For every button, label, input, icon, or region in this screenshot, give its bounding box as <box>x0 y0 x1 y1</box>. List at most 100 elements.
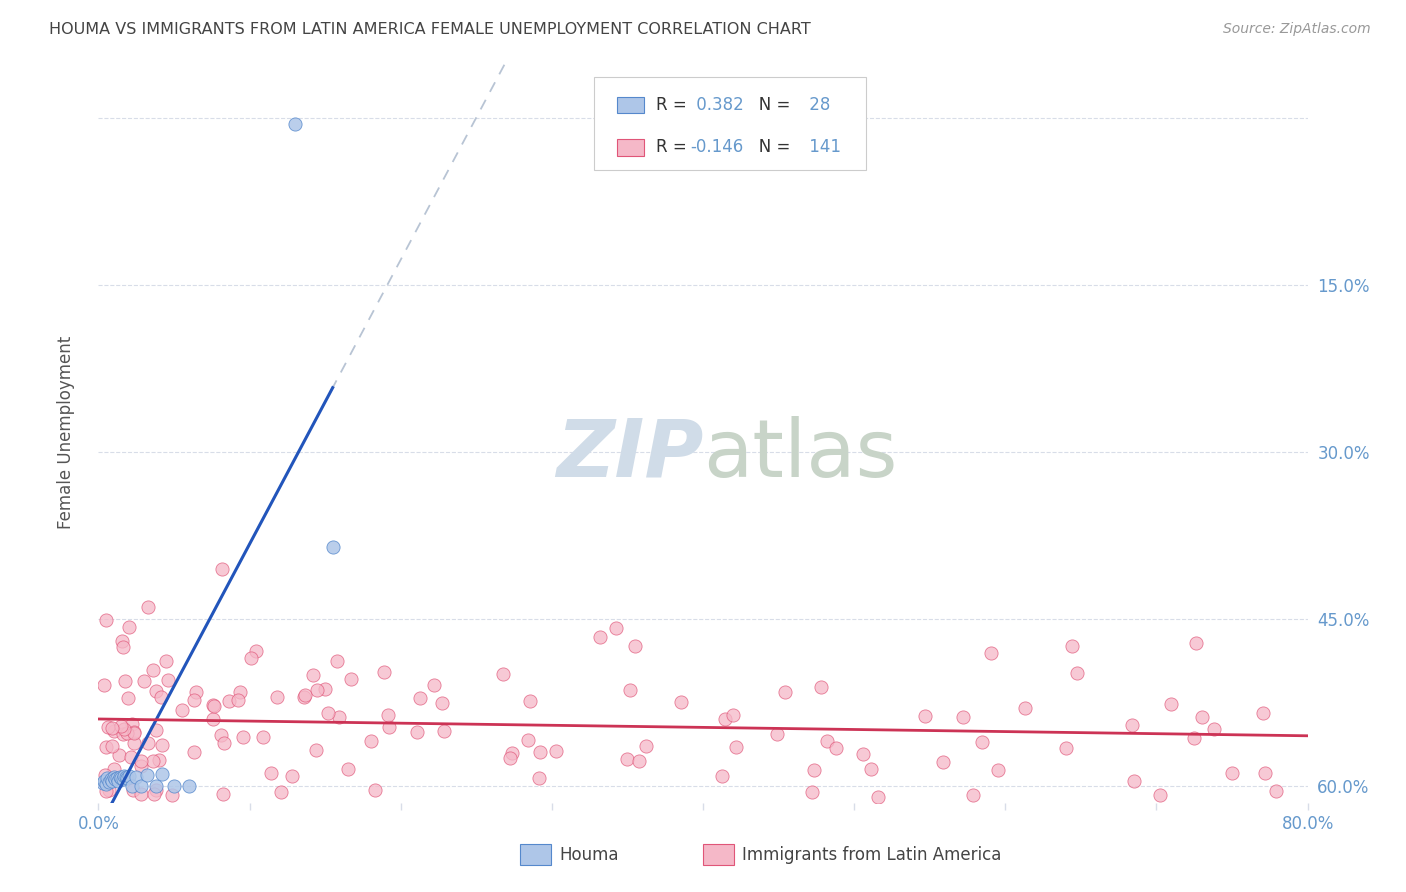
Point <box>122 726 145 740</box>
Point <box>103 763 125 777</box>
Point <box>121 783 143 797</box>
Point <box>98 774 121 789</box>
Point <box>129 754 152 768</box>
Point <box>252 731 274 745</box>
Point <box>501 746 523 760</box>
Point <box>231 730 253 744</box>
Y-axis label: Female Unemployment: Female Unemployment <box>56 336 75 529</box>
Point <box>170 703 193 717</box>
Point <box>1121 717 1143 731</box>
Point <box>121 717 143 731</box>
Point <box>373 665 395 680</box>
Text: R =: R = <box>655 95 692 114</box>
Point <box>118 769 141 783</box>
Point <box>803 764 825 778</box>
Point <box>211 562 233 576</box>
Point <box>322 540 344 554</box>
Point <box>378 720 401 734</box>
Point <box>118 620 141 634</box>
Point <box>114 770 136 784</box>
Point <box>851 747 873 761</box>
Point <box>103 724 125 739</box>
Point <box>201 712 224 726</box>
Text: N =: N = <box>742 95 796 114</box>
Point <box>1251 706 1274 721</box>
Point <box>284 117 307 131</box>
Point <box>122 725 145 739</box>
Point <box>143 787 166 801</box>
Point <box>108 770 131 784</box>
Point <box>104 772 127 787</box>
Point <box>218 694 240 708</box>
Point <box>1014 701 1036 715</box>
Point <box>281 769 304 783</box>
Point <box>111 772 134 787</box>
Point <box>162 788 184 802</box>
Point <box>145 779 167 793</box>
Point <box>914 709 936 723</box>
Point <box>239 651 262 665</box>
Point <box>209 727 232 741</box>
Point <box>117 690 139 705</box>
Point <box>423 678 446 692</box>
Point <box>499 751 522 765</box>
Point <box>135 768 157 782</box>
Point <box>669 695 692 709</box>
Point <box>292 690 315 704</box>
Point <box>145 684 167 698</box>
Point <box>1202 722 1225 736</box>
Point <box>710 769 733 783</box>
Point <box>179 779 201 793</box>
Point <box>96 613 118 627</box>
Point <box>301 668 323 682</box>
Point <box>1191 710 1213 724</box>
Point <box>121 779 143 793</box>
Point <box>1182 731 1205 746</box>
Point <box>987 763 1010 777</box>
Point <box>868 789 890 804</box>
Point <box>228 684 250 698</box>
Point <box>183 745 205 759</box>
Point <box>94 777 117 791</box>
Point <box>184 685 207 699</box>
Point <box>328 709 350 723</box>
Text: Houma: Houma <box>560 846 619 863</box>
Point <box>212 787 235 801</box>
Point <box>980 646 1002 660</box>
Text: Source: ZipAtlas.com: Source: ZipAtlas.com <box>1223 22 1371 37</box>
Point <box>259 766 281 780</box>
Point <box>101 739 124 753</box>
Point <box>339 672 361 686</box>
Text: ZIP: ZIP <box>555 416 703 494</box>
Text: -0.146: -0.146 <box>690 138 744 156</box>
Point <box>125 770 148 784</box>
Point <box>136 736 159 750</box>
Point <box>142 663 165 677</box>
Point <box>266 690 288 705</box>
Point <box>145 782 167 797</box>
Point <box>97 720 120 734</box>
Point <box>112 769 135 783</box>
Point <box>107 773 129 788</box>
Point <box>245 644 267 658</box>
Point <box>1185 636 1208 650</box>
Point <box>589 630 612 644</box>
Point <box>93 678 115 692</box>
Point <box>142 754 165 768</box>
Text: R =: R = <box>655 138 692 156</box>
Point <box>316 706 339 720</box>
Point <box>129 759 152 773</box>
Point <box>305 742 328 756</box>
Point <box>150 738 173 752</box>
Point <box>122 736 145 750</box>
Point <box>145 723 167 737</box>
Point <box>360 734 382 748</box>
Point <box>157 673 180 687</box>
Point <box>212 736 235 750</box>
Point <box>91 776 114 790</box>
Point <box>114 674 136 689</box>
Point <box>100 772 122 787</box>
Point <box>519 694 541 708</box>
Point <box>129 779 152 793</box>
Point <box>962 788 984 802</box>
